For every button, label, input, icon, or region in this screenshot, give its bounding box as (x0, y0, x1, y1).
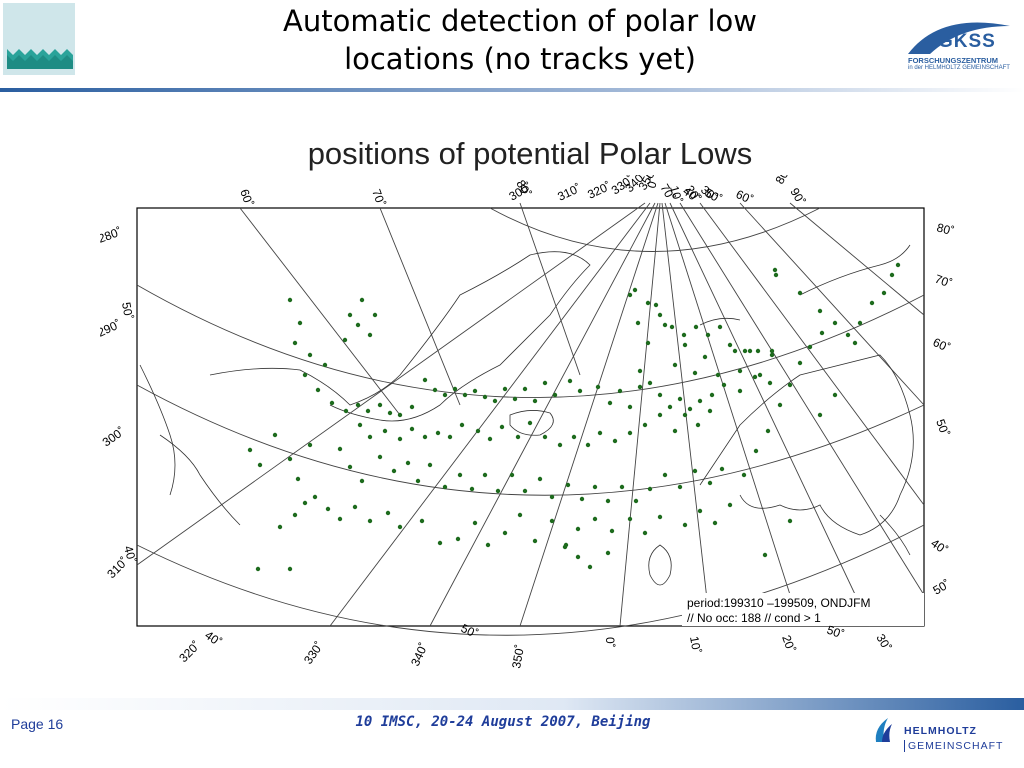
left-label: 280˚ (100, 224, 124, 245)
lon-label: 60˚ (734, 187, 756, 207)
bottom-label: 50˚ (825, 623, 846, 642)
right-label: 80˚ (935, 220, 955, 238)
title-line-2: locations (no tracks yet) (344, 42, 696, 76)
figure-title: positions of potential Polar Lows (307, 136, 753, 171)
bottom-label: 30˚ (873, 632, 894, 654)
header-divider (0, 88, 1024, 92)
header: Automatic detection of polar low locatio… (0, 0, 1024, 92)
bottom-label: 350˚ (509, 643, 527, 669)
gkss-logo-tagline: in der HELMHOLTZ GEMEINSCHAFT (908, 65, 1010, 71)
lon-label: 90˚ (787, 186, 808, 208)
left-label: 290˚ (100, 317, 123, 340)
bottom-label: 20˚ (779, 633, 798, 654)
lon-label: 40˚ (680, 184, 702, 205)
left-label: 300˚ (100, 424, 127, 449)
gkss-logo-icon (908, 22, 1010, 54)
legend-occurrences: // No occ: 188 // cond > 1 (687, 611, 821, 625)
lon-label: 300˚ (507, 179, 535, 203)
left-label: 50˚ (119, 301, 136, 321)
wave-logo-icon (3, 3, 75, 75)
right-label: 60˚ (931, 335, 953, 355)
legend-box: period:199310 –199509, ONDJFM // No occ:… (682, 593, 924, 626)
title-line-1: Automatic detection of polar low (283, 4, 757, 38)
page-number: Page 16 (11, 716, 64, 732)
bottom-label: 330˚ (301, 639, 326, 667)
legend-period: period:199310 –199509, ONDJFM (687, 596, 870, 610)
right-label: 40˚ (928, 536, 950, 557)
lon-label: 70˚ (369, 187, 388, 208)
gkss-logo-subtitle: FORSCHUNGSZENTRUM (908, 56, 998, 65)
polar-low-map: period:199310 –199509, ONDJFM // No occ:… (100, 175, 956, 670)
left-label: 40˚ (121, 544, 139, 564)
helmholtz-logo-line2: GEMEINSCHAFT (904, 740, 1003, 752)
lon-label: 10˚ (667, 184, 685, 204)
right-label: 50˚ (931, 577, 953, 598)
lon-label: 0˚ (644, 176, 660, 190)
gkss-logo-name: GKSS (938, 31, 996, 52)
coastlines (139, 244, 914, 586)
lon-label: 60˚ (237, 187, 256, 208)
helmholtz-logo-line1: HELMHOLTZ (904, 725, 977, 737)
conference-name: 10 IMSC, 20-24 August 2007, Beijing (355, 714, 651, 730)
latitude-circles (136, 207, 925, 636)
bottom-label: 10˚ (687, 635, 704, 655)
slide-title: Automatic detection of polar low locatio… (160, 2, 880, 78)
lon-label: 320˚ (585, 179, 613, 202)
right-label: 50˚ (933, 417, 952, 438)
bottom-label: 40˚ (202, 628, 224, 649)
polar-low-dots (247, 262, 901, 572)
right-label: 70˚ (933, 272, 954, 291)
bottom-label: 320˚ (176, 638, 203, 665)
bottom-label: 50˚ (459, 621, 481, 641)
footer-divider (0, 698, 1024, 710)
helmholtz-logo-icon (875, 718, 892, 742)
lon-label: 80˚ (772, 175, 793, 187)
map-frame (136, 207, 925, 627)
bottom-label: 0˚ (603, 637, 617, 648)
lon-label: 310˚ (555, 181, 583, 204)
bottom-label: 340˚ (408, 641, 431, 669)
